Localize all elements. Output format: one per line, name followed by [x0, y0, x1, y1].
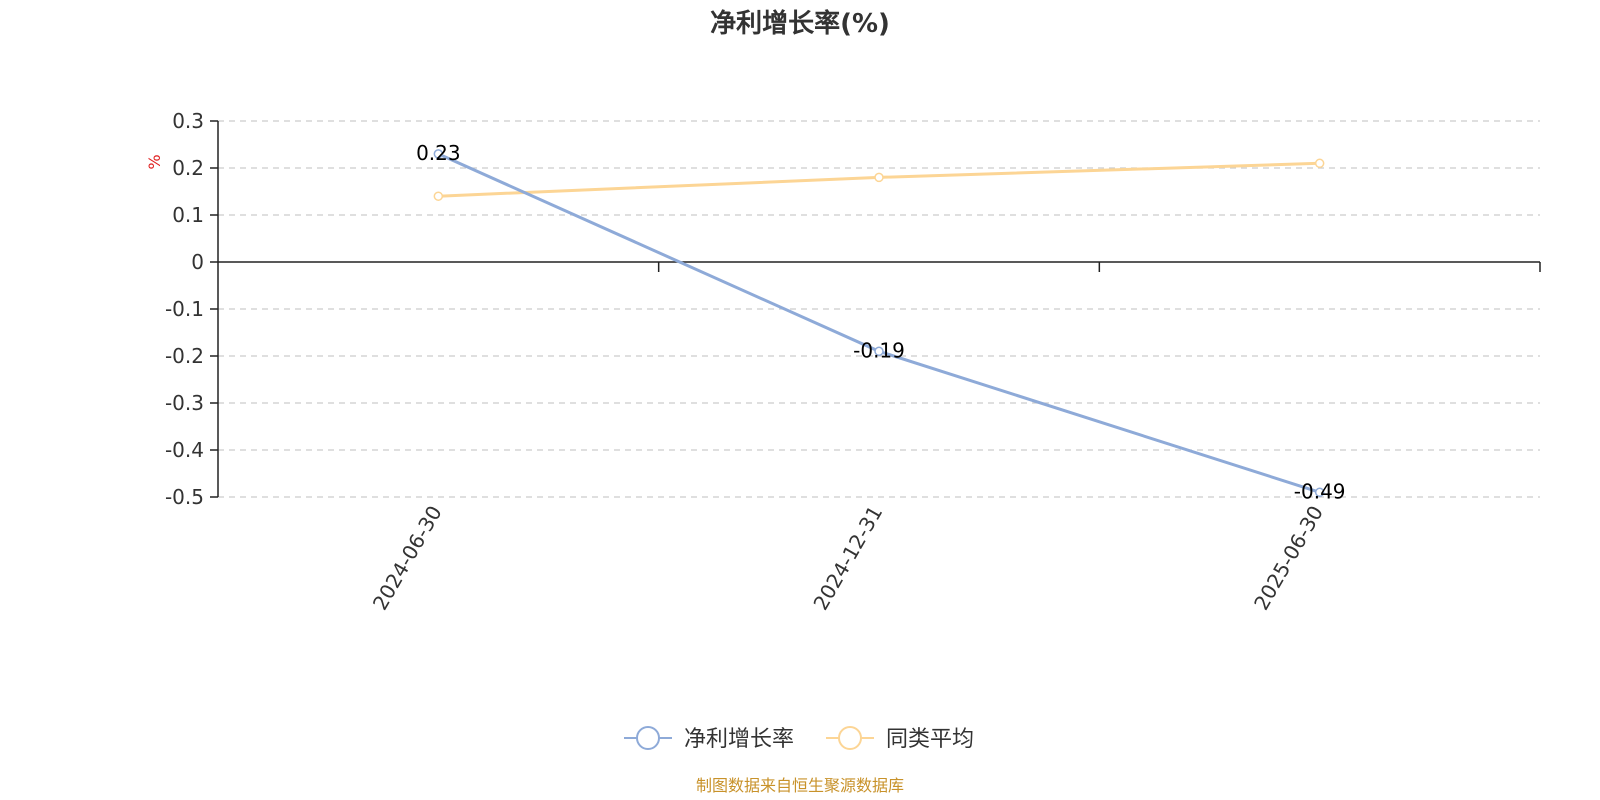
- series-line-0: [437, 152, 1321, 494]
- x-tick-label: 2024-06-30: [368, 502, 447, 615]
- y-tick-label: -0.3: [165, 391, 204, 415]
- data-labels: 0.23 -0.19 -0.49: [416, 141, 1345, 503]
- x-tick-label: 2024-12-31: [808, 502, 887, 615]
- source-note: 制图数据来自恒生聚源数据库: [696, 776, 904, 795]
- legend[interactable]: 净利增长率 同类平均: [624, 726, 974, 752]
- y-tick-label: 0: [191, 250, 204, 274]
- series-0-point: [874, 346, 884, 357]
- legend-label: 净利增长率: [684, 727, 794, 752]
- series-0-point: [433, 149, 444, 159]
- chart-title: 净利增长率(%): [710, 8, 890, 39]
- x-tick-label: 2025-06-30: [1249, 502, 1328, 615]
- y-tick-label: 0.1: [172, 203, 204, 227]
- series-1-point: [874, 172, 884, 183]
- y-tick-label: -0.4: [165, 438, 204, 462]
- y-tick-label: -0.5: [165, 485, 204, 509]
- series-1-point: [433, 191, 444, 201]
- y-tick-label: 0.2: [172, 156, 204, 180]
- series-layer: [433, 149, 1325, 498]
- data-label: -0.49: [1294, 479, 1346, 503]
- legend-item-1[interactable]: 同类平均: [826, 726, 974, 752]
- series-1-point: [1314, 158, 1325, 169]
- legend-swatch-marker: [838, 726, 862, 750]
- y-tick-label: 0.3: [172, 109, 204, 133]
- data-label: -0.19: [853, 338, 905, 362]
- y-tick-label: -0.2: [165, 344, 204, 368]
- data-label: 0.23: [416, 141, 461, 165]
- legend-swatch-marker: [636, 726, 660, 750]
- y-axis-unit-label: %: [145, 154, 164, 169]
- y-tick-label: -0.1: [165, 297, 204, 321]
- series-0-point: [1314, 487, 1325, 498]
- legend-item-0[interactable]: 净利增长率: [624, 726, 794, 752]
- legend-label: 同类平均: [886, 727, 974, 752]
